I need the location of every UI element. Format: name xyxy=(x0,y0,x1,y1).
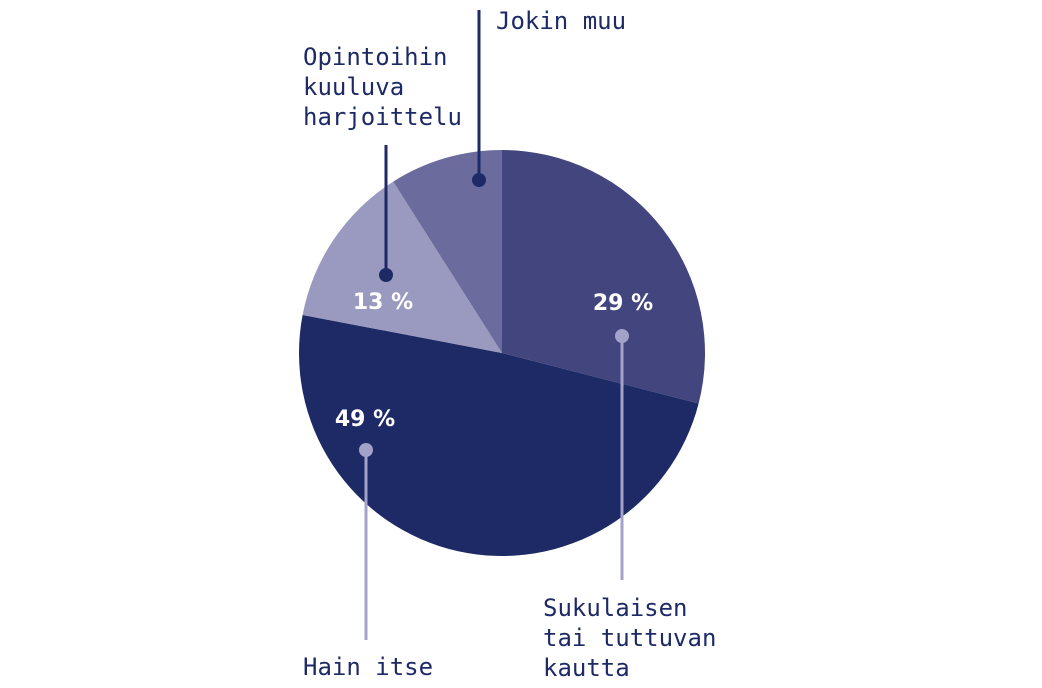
leader-dot-sukulaisen-tai-tuttuvan-kautta xyxy=(615,329,629,343)
value-label-opintoihin-kuuluva-harjoittelu: 13 % xyxy=(353,290,413,315)
leader-dot-opintoihin-kuuluva-harjoittelu xyxy=(379,268,393,282)
pie-slices xyxy=(299,150,705,556)
category-label-sukulaisen-tai-tuttuvan-kautta: Sukulaisen tai tuttuvan kautta xyxy=(543,594,716,682)
category-label-hain-itse: Hain itse xyxy=(303,653,433,681)
leader-dot-jokin-muu xyxy=(472,173,486,187)
pie-slice-hain-itse xyxy=(299,314,699,556)
pie-slice-jokin-muu xyxy=(393,150,502,353)
value-label-hain-itse: 49 % xyxy=(335,407,395,432)
pie-labels: 29 % Sukulaisen tai tuttuvan kautta 49 % Hain… xyxy=(303,7,716,682)
category-label-opintoihin-kuuluva-harjoittelu: Opintoihin kuuluva harjoittelu xyxy=(303,43,462,131)
category-label-jokin-muu: Jokin muu xyxy=(496,7,626,35)
leader-lines xyxy=(359,10,629,640)
value-label-sukulaisen-tai-tuttuvan-kautta: 29 % xyxy=(593,291,653,316)
pie-slice-sukulaisen-tai-tuttuvan-kautta xyxy=(502,150,705,404)
leader-dot-hain-itse xyxy=(359,443,373,457)
pie-slice-opintoihin-kuuluva-harjoittelu xyxy=(302,181,502,353)
